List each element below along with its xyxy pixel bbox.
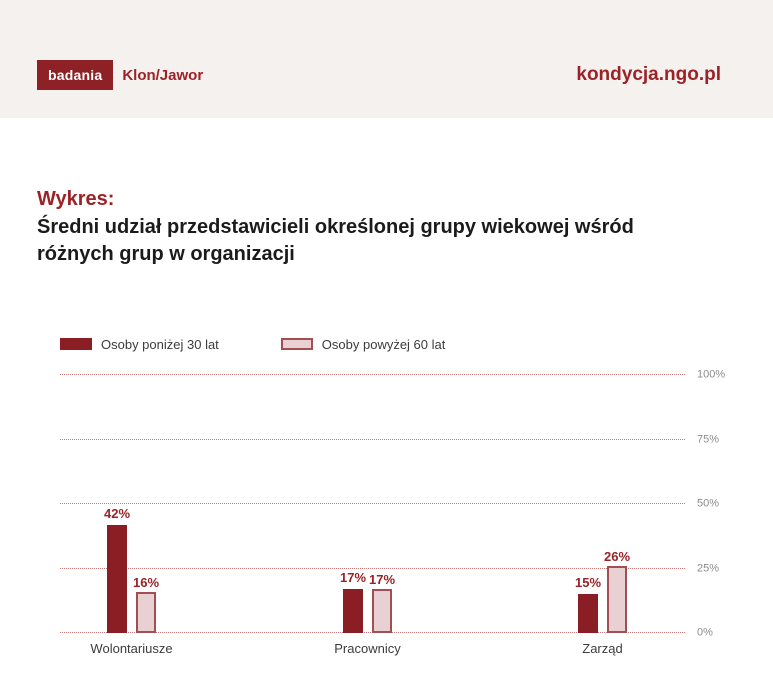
legend-label: Osoby poniżej 30 lat bbox=[101, 336, 219, 352]
bar-value-label: 15% bbox=[574, 575, 602, 591]
y-tick-label: 25% bbox=[697, 561, 720, 574]
bar-group: 42% 16% bbox=[104, 506, 159, 633]
legend-item: Osoby poniżej 30 lat bbox=[60, 337, 219, 352]
chart-legend: Osoby poniżej 30 lat Osoby powyżej 60 lat bbox=[60, 336, 773, 352]
category-label: Zarząd bbox=[582, 641, 623, 656]
legend-swatch-icon bbox=[60, 338, 92, 350]
bar: 26% bbox=[604, 549, 630, 633]
gridline: 25% bbox=[60, 562, 719, 574]
chart-kicker: Wykres: bbox=[37, 188, 115, 210]
bar: 17% bbox=[340, 570, 366, 633]
bar-group: 15% 26% bbox=[575, 549, 630, 633]
plot-area: 0% 25% 50% 75% 100% 42% 16% Wolontariusze 17% 17%… bbox=[60, 368, 725, 656]
bar-value-label: 26% bbox=[603, 548, 631, 564]
bar-value-label: 17% bbox=[339, 570, 367, 586]
y-tick-label: 0% bbox=[697, 626, 713, 639]
header-band: badania Klon/Jawor kondycja.ngo.pl bbox=[0, 0, 773, 118]
legend-label: Osoby powyżej 60 lat bbox=[321, 336, 446, 352]
badania-logo-badge: badania bbox=[37, 60, 114, 90]
legend-item: Osoby powyżej 60 lat bbox=[280, 336, 446, 352]
bar-value-label: 16% bbox=[132, 574, 160, 590]
gridline: 100% bbox=[60, 368, 725, 380]
bar: 16% bbox=[133, 575, 159, 633]
y-tick-label: 100% bbox=[697, 368, 726, 381]
y-tick-label: 50% bbox=[697, 497, 720, 510]
bar-group: 17% 17% bbox=[340, 570, 395, 633]
gridline: 50% bbox=[60, 497, 719, 509]
page-title: Średni udział przedstawicieli określonej… bbox=[37, 216, 634, 265]
y-tick-label: 75% bbox=[697, 432, 720, 445]
title-block: Wykres: Średni udział przedstawicieli ok… bbox=[37, 186, 677, 267]
logo: badania Klon/Jawor bbox=[37, 60, 203, 90]
logo-text: Klon/Jawor bbox=[122, 66, 204, 84]
bar: 42% bbox=[104, 506, 130, 633]
bar-value-label: 17% bbox=[368, 572, 396, 588]
bar-value-label: 42% bbox=[103, 505, 131, 521]
gridline: 75% bbox=[60, 433, 719, 445]
bar: 15% bbox=[575, 575, 601, 633]
site-link[interactable]: kondycja.ngo.pl bbox=[576, 64, 721, 85]
category-label: Wolontariusze bbox=[90, 641, 173, 656]
category-label: Pracownicy bbox=[334, 641, 401, 656]
legend-swatch-icon bbox=[280, 338, 313, 350]
bar: 17% bbox=[369, 572, 395, 633]
bar-chart: Osoby poniżej 30 lat Osoby powyżej 60 lat… bbox=[0, 336, 773, 656]
